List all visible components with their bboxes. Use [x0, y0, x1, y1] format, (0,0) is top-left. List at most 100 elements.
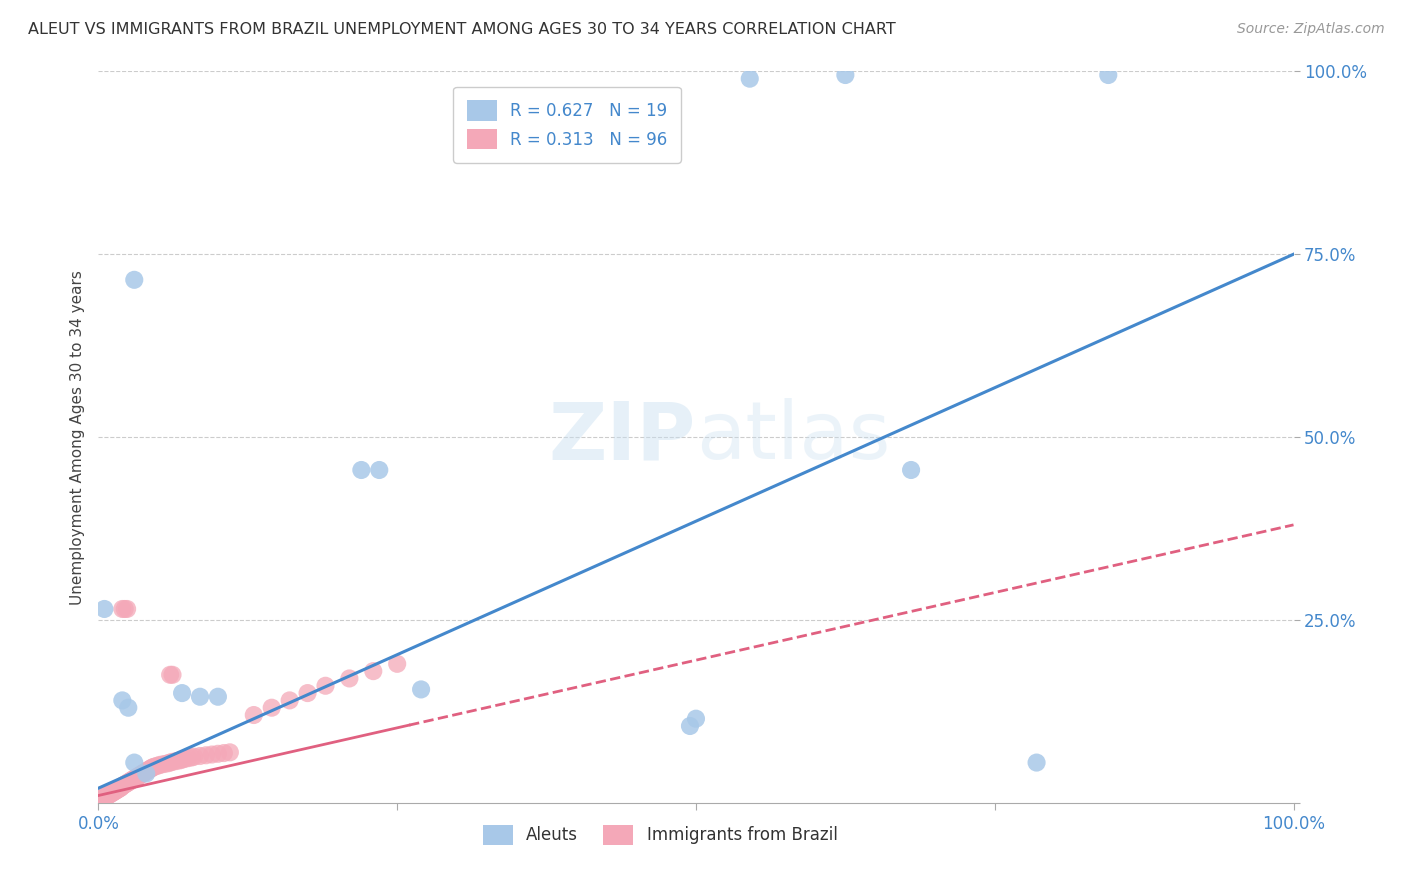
Y-axis label: Unemployment Among Ages 30 to 34 years: Unemployment Among Ages 30 to 34 years: [69, 269, 84, 605]
Point: [900, 463, 922, 477]
Point: [134, 765, 156, 780]
Point: [108, 780, 131, 795]
Point: [149, 757, 172, 772]
Point: [385, 657, 409, 671]
Point: [165, 754, 187, 768]
Point: [315, 679, 337, 693]
Point: [156, 756, 179, 771]
Point: [111, 693, 134, 707]
Point: [127, 769, 149, 783]
Point: [177, 751, 200, 765]
Point: [141, 761, 163, 775]
Point: [188, 690, 211, 704]
Point: [93, 789, 115, 804]
Point: [278, 693, 301, 707]
Point: [103, 785, 125, 799]
Point: [94, 789, 117, 804]
Point: [207, 690, 229, 704]
Point: [107, 781, 129, 796]
Point: [115, 776, 138, 790]
Point: [1025, 756, 1047, 770]
Point: [94, 789, 117, 804]
Point: [107, 781, 129, 796]
Point: [139, 761, 162, 775]
Point: [114, 602, 136, 616]
Point: [142, 760, 165, 774]
Point: [90, 792, 112, 806]
Point: [195, 748, 218, 763]
Point: [117, 775, 139, 789]
Point: [98, 788, 121, 802]
Point: [122, 772, 145, 787]
Legend: Aleuts, Immigrants from Brazil: Aleuts, Immigrants from Brazil: [471, 813, 849, 856]
Point: [104, 783, 127, 797]
Point: [98, 787, 121, 801]
Point: [101, 785, 124, 799]
Point: [107, 781, 129, 796]
Point: [297, 686, 319, 700]
Point: [96, 789, 118, 804]
Point: [180, 750, 202, 764]
Text: ALEUT VS IMMIGRANTS FROM BRAZIL UNEMPLOYMENT AMONG AGES 30 TO 34 YEARS CORRELATI: ALEUT VS IMMIGRANTS FROM BRAZIL UNEMPLOY…: [28, 22, 896, 37]
Point: [118, 774, 141, 789]
Point: [131, 766, 153, 780]
Point: [172, 753, 194, 767]
Point: [136, 764, 159, 778]
Point: [91, 791, 114, 805]
Point: [339, 672, 361, 686]
Point: [98, 787, 122, 801]
Point: [132, 765, 155, 780]
Point: [162, 755, 184, 769]
Point: [243, 708, 266, 723]
Point: [105, 782, 128, 797]
Point: [91, 790, 114, 805]
Point: [135, 764, 157, 779]
Point: [101, 786, 124, 800]
Point: [129, 768, 152, 782]
Point: [1097, 68, 1119, 82]
Point: [93, 602, 115, 616]
Point: [124, 756, 146, 770]
Point: [112, 778, 135, 792]
Point: [131, 767, 153, 781]
Point: [98, 786, 122, 800]
Point: [115, 602, 138, 616]
Point: [110, 780, 132, 795]
Point: [124, 771, 146, 785]
Text: atlas: atlas: [696, 398, 890, 476]
Point: [188, 749, 211, 764]
Point: [162, 667, 184, 681]
Point: [201, 747, 224, 762]
Point: [679, 719, 702, 733]
Point: [260, 700, 283, 714]
Text: Source: ZipAtlas.com: Source: ZipAtlas.com: [1237, 22, 1385, 37]
Text: ZIP: ZIP: [548, 398, 696, 476]
Point: [110, 780, 132, 794]
Point: [368, 463, 391, 477]
Point: [103, 784, 125, 798]
Point: [139, 762, 162, 776]
Point: [219, 745, 242, 759]
Point: [159, 756, 181, 770]
Point: [97, 788, 120, 802]
Point: [169, 753, 191, 767]
Point: [125, 770, 148, 784]
Point: [111, 779, 134, 793]
Point: [212, 746, 235, 760]
Point: [96, 789, 118, 803]
Point: [124, 273, 146, 287]
Point: [363, 664, 385, 678]
Point: [117, 700, 139, 714]
Point: [183, 749, 205, 764]
Point: [100, 786, 122, 800]
Point: [90, 793, 112, 807]
Point: [411, 682, 433, 697]
Point: [97, 789, 120, 803]
Point: [108, 781, 131, 796]
Point: [685, 712, 707, 726]
Point: [105, 783, 128, 797]
Point: [128, 769, 150, 783]
Point: [124, 772, 146, 786]
Point: [350, 463, 373, 477]
Point: [115, 777, 138, 791]
